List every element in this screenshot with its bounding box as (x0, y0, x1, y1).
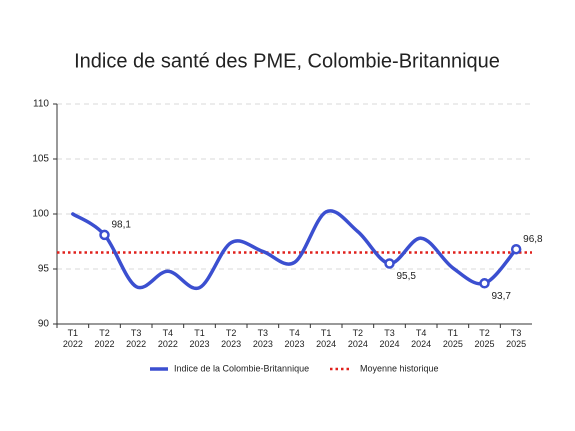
point-marker (510, 243, 522, 255)
data-label: 98,1 (112, 220, 132, 231)
y-tick-label: 100 (32, 209, 49, 220)
legend-label: Indice de la Colombie-Britannique (174, 363, 309, 373)
x-tick-label: T2 2025 (474, 328, 495, 349)
x-tick-label: T1 2023 (189, 328, 210, 349)
x-tick-label: T2 2022 (94, 328, 115, 349)
x-tick-label: T1 2022 (62, 328, 83, 349)
x-tick-label: T1 2024 (316, 328, 337, 349)
data-label: 96,8 (523, 234, 543, 245)
x-tick-label: T2 2024 (347, 328, 368, 349)
x-tick-label: T4 2023 (284, 328, 305, 349)
x-tick-label: T1 2025 (442, 328, 463, 349)
x-tick-label: T4 2024 (411, 328, 432, 349)
legend-label: Moyenne historique (360, 363, 439, 373)
point-marker (479, 278, 490, 289)
x-tick-label: T3 2022 (126, 328, 147, 349)
x-tick-label: T3 2025 (506, 328, 527, 349)
x-tick-label: T3 2024 (379, 328, 400, 349)
y-tick-label: 95 (38, 264, 50, 275)
x-tick-label: T2 2023 (221, 328, 242, 349)
point-marker (99, 229, 110, 241)
x-tick-label: T3 2023 (252, 328, 273, 349)
y-tick-label: 105 (32, 154, 49, 165)
data-label: 95,5 (397, 271, 417, 282)
x-tick-label: T4 2022 (157, 328, 178, 349)
point-marker (384, 258, 395, 269)
y-tick-label: 110 (33, 99, 49, 110)
y-tick-label: 90 (38, 319, 50, 330)
series-line (71, 209, 518, 291)
chart-title: Indice de santé des PME, Colombie-Britan… (74, 50, 500, 72)
data-label: 93,7 (492, 291, 512, 302)
